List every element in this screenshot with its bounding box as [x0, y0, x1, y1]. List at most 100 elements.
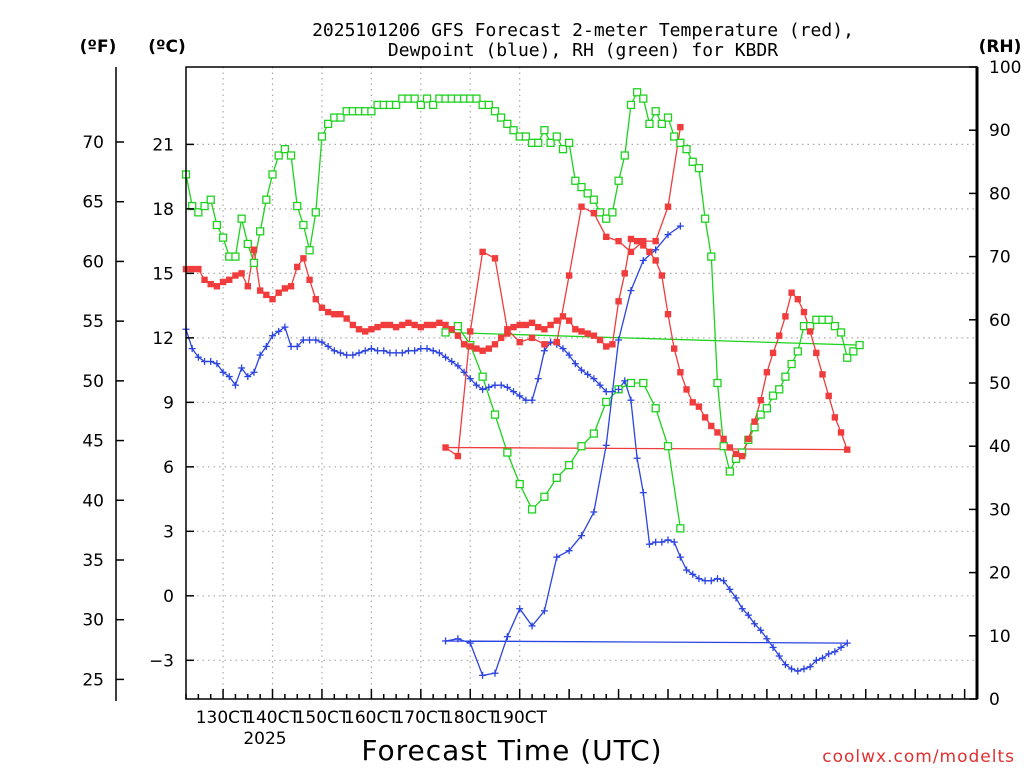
rh-point [762, 404, 772, 413]
dewpoint-point [670, 538, 678, 546]
rh-point [503, 448, 512, 457]
rh-point [552, 473, 561, 482]
rh-point [237, 214, 246, 223]
dewpoint-point [238, 364, 246, 372]
rh-point [540, 492, 549, 501]
rh-point [391, 100, 401, 110]
temperature-point [238, 270, 245, 277]
rh-point [323, 119, 333, 129]
rh-point [682, 145, 691, 154]
temperature-point [664, 311, 672, 318]
temperature-point [485, 345, 493, 352]
rh-point [441, 328, 450, 337]
temperature-point [504, 330, 511, 337]
dewpoint-point [374, 347, 382, 355]
rh-point [218, 233, 228, 242]
temperature-point [399, 321, 406, 329]
temperature-point [677, 369, 684, 376]
temperature-point [652, 237, 659, 245]
rh-point [589, 195, 599, 204]
temperature-point [306, 276, 313, 284]
dewpoint-point [633, 454, 641, 462]
dewpoint-point [293, 342, 301, 350]
celsius-tick-label: 3 [163, 522, 174, 542]
rh-tick-label: 40 [989, 437, 1011, 457]
dewpoint-point [466, 639, 474, 647]
temperature-point [324, 308, 332, 316]
temperature-point [232, 272, 239, 279]
rh-point [429, 100, 438, 110]
celsius-tick-label: 0 [163, 587, 174, 607]
temperature-point [405, 319, 412, 327]
temperature-point [504, 326, 511, 333]
dewpoint-point [336, 349, 344, 357]
rh-point [367, 107, 376, 116]
temperature-point [788, 289, 795, 296]
temperature-point [510, 323, 517, 331]
rh-point [626, 100, 636, 110]
dewpoint-point [472, 381, 480, 389]
temperature-point [695, 403, 703, 410]
dewpoint-point [516, 605, 524, 613]
temperature-point [269, 295, 276, 303]
temperature-point [454, 332, 462, 339]
temperature-point [380, 321, 387, 329]
temperature-point [627, 248, 635, 256]
temperature-point [256, 287, 264, 294]
dewpoint-point [429, 347, 437, 355]
temperature-point [528, 319, 536, 327]
dewpoint-point [503, 383, 511, 391]
celsius-tick-label: 12 [152, 329, 174, 349]
celsius-tick-label: 9 [163, 393, 174, 413]
dewpoint-point [615, 385, 623, 393]
temperature-point [318, 304, 326, 311]
dewpoint-point [244, 373, 252, 381]
temperature-point [689, 399, 696, 406]
rh-tick-label: 20 [989, 564, 1011, 584]
temperature-point [300, 255, 307, 262]
dewpoint-point [448, 358, 456, 366]
rh-point [540, 126, 549, 135]
temperature-point [312, 295, 319, 303]
dewpoint-point [621, 377, 629, 385]
rh-point [503, 119, 512, 129]
rh-point [546, 138, 555, 147]
temperature-point [640, 242, 647, 249]
dewpoint-point [676, 553, 684, 561]
temperature-point [782, 313, 789, 320]
dewpoint-point [819, 654, 827, 662]
temperature-point [640, 237, 647, 245]
dewpoint-point [312, 336, 320, 344]
temperature-point [652, 257, 659, 264]
temperature-point [745, 435, 752, 443]
rh-point [602, 214, 611, 223]
x-tick-label: 130CT [196, 708, 251, 728]
dewpoint-point [330, 347, 338, 355]
temperature-point [553, 317, 560, 324]
x-tick-label: 140CT [245, 708, 300, 728]
temperature-point [275, 289, 282, 296]
rh-tick-label: 60 [989, 311, 1011, 331]
temperature-point [776, 332, 783, 339]
series-layer [181, 88, 864, 679]
temperature-point [541, 326, 548, 333]
dewpoint-point [837, 643, 845, 651]
temperature-series-line [186, 127, 849, 458]
temperature-point [714, 429, 721, 436]
rh-point [571, 176, 580, 185]
rh-tick-label: 80 [989, 184, 1011, 204]
temperature-point [732, 450, 740, 458]
dewpoint-point [367, 345, 375, 353]
dewpoint-point [454, 362, 462, 370]
temperature-point [411, 321, 418, 329]
fahrenheit-tick-label: 25 [82, 670, 104, 690]
dewpoint-point [250, 368, 258, 376]
rh-unit-label: (RH) [979, 37, 1022, 57]
rh-point [830, 321, 840, 331]
dewpoint-point [479, 385, 487, 393]
celsius-tick-label: 6 [163, 458, 174, 478]
dewpoint-point [645, 540, 653, 548]
dewpoint-point [262, 342, 270, 350]
fahrenheit-tick-label: 65 [82, 193, 104, 213]
dewpoint-point [664, 231, 672, 239]
